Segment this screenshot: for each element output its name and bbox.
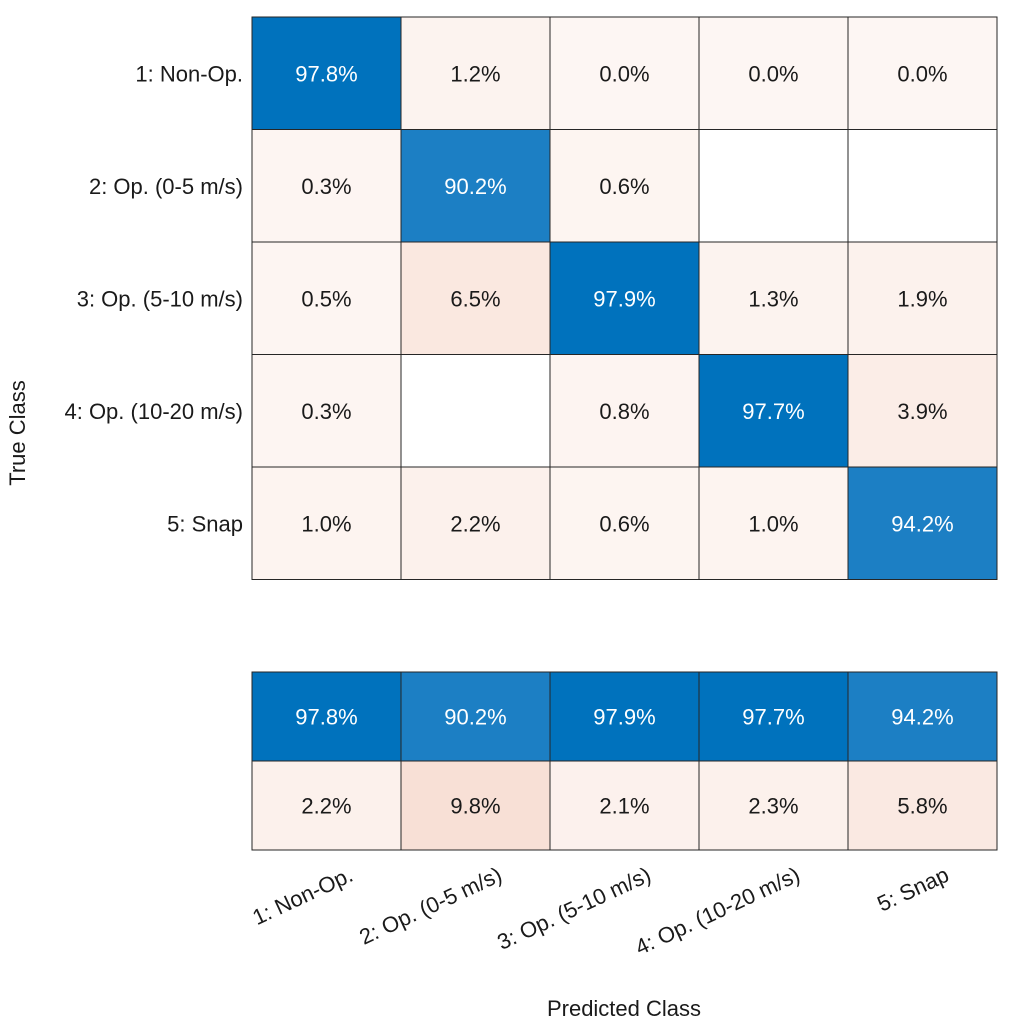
y-tick-label-2: 2: Op. (0-5 m/s) (89, 174, 243, 199)
matrix-cell-r2-c5 (847, 129, 998, 243)
matrix-value-r5-c4: 1.0% (748, 511, 798, 536)
matrix-value-r2-c3: 0.6% (599, 174, 649, 199)
matrix-cell-r1-c4 (698, 16, 849, 130)
x-tick-label-5: 5: Snap (873, 862, 952, 917)
matrix-value-r2-c2: 90.2% (444, 174, 506, 199)
confusion-matrix-grid: 97.8% 1.2% 0.0% 0.0% 0.0% 0.3% 90.2% 0.6% 0.5% 6.… (251, 16, 998, 580)
matrix-value-r5-c3: 0.6% (599, 511, 649, 536)
y-axis-label: True Class (5, 380, 30, 486)
matrix-value-r5-c1: 1.0% (301, 511, 351, 536)
matrix-value-r3-c1: 0.5% (301, 286, 351, 311)
matrix-value-r4-c3: 0.8% (599, 399, 649, 424)
summary-value-r2-c1: 2.2% (301, 794, 351, 819)
summary-cell-r2-c4 (698, 760, 849, 851)
summary-cell-r1-c5 (847, 671, 998, 762)
y-tick-labels: 1: Non-Op. 2: Op. (0-5 m/s) 3: Op. (5-10 m… (64, 61, 243, 536)
summary-value-r1-c2: 90.2% (444, 705, 506, 730)
summary-value-r2-c5: 5.8% (897, 794, 947, 819)
matrix-value-r4-c4: 97.7% (742, 399, 804, 424)
summary-value-r1-c3: 97.9% (593, 705, 655, 730)
matrix-value-r1-c2: 1.2% (450, 61, 500, 86)
summary-cell-r1-c3 (549, 671, 700, 762)
matrix-cell-r2-c1 (251, 129, 402, 243)
matrix-cell-r5-c1 (251, 466, 402, 580)
matrix-cell-r5-c4 (698, 466, 849, 580)
column-summary-grid: 97.8% 90.2% 97.9% 97.7% 94.2% 2.2% 9.8% 2.1% 2.3… (251, 671, 998, 851)
summary-value-r1-c5: 94.2% (891, 705, 953, 730)
matrix-cell-r5-c3 (549, 466, 700, 580)
matrix-cell-r3-c5 (847, 241, 998, 355)
matrix-cell-r1-c1 (251, 16, 402, 130)
summary-value-r1-c4: 97.7% (742, 705, 804, 730)
matrix-value-r3-c5: 1.9% (897, 286, 947, 311)
summary-value-r2-c4: 2.3% (748, 794, 798, 819)
matrix-cell-r4-c4 (698, 354, 849, 468)
matrix-value-r3-c2: 6.5% (450, 286, 500, 311)
summary-value-r2-c2: 9.8% (450, 794, 500, 819)
y-tick-label-4: 4: Op. (10-20 m/s) (64, 399, 243, 424)
matrix-value-r3-c4: 1.3% (748, 286, 798, 311)
matrix-value-r1-c4: 0.0% (748, 61, 798, 86)
x-tick-label-1: 1: Non-Op. (249, 862, 357, 930)
summary-cell-r2-c5 (847, 760, 998, 851)
matrix-cell-r4-c3 (549, 354, 700, 468)
matrix-cell-r3-c4 (698, 241, 849, 355)
matrix-value-r5-c2: 2.2% (450, 511, 500, 536)
matrix-cell-r2-c3 (549, 129, 700, 243)
x-tick-label-4: 4: Op. (10-20 m/s) (631, 862, 803, 960)
summary-cell-r2-c2 (400, 760, 551, 851)
matrix-value-r1-c3: 0.0% (599, 61, 649, 86)
matrix-value-r1-c5: 0.0% (897, 61, 947, 86)
y-tick-label-5: 5: Snap (167, 511, 243, 536)
x-axis-label: Predicted Class (547, 996, 701, 1021)
matrix-cell-r2-c4 (698, 129, 849, 243)
x-tick-label-3: 3: Op. (5-10 m/s) (493, 862, 654, 955)
matrix-cell-r3-c2 (400, 241, 551, 355)
matrix-cell-r4-c1 (251, 354, 402, 468)
matrix-cell-r1-c3 (549, 16, 700, 130)
matrix-cell-r5-c5 (847, 466, 998, 580)
matrix-cell-r5-c2 (400, 466, 551, 580)
summary-value-r1-c1: 97.8% (295, 705, 357, 730)
x-tick-label-2: 2: Op. (0-5 m/s) (355, 862, 505, 950)
summary-value-r2-c3: 2.1% (599, 794, 649, 819)
matrix-value-r1-c1: 97.8% (295, 61, 357, 86)
matrix-value-r4-c5: 3.9% (897, 399, 947, 424)
summary-cell-r1-c1 (251, 671, 402, 762)
x-tick-labels: 1: Non-Op.2: Op. (0-5 m/s)3: Op. (5-10 m… (249, 862, 953, 960)
matrix-cell-r1-c5 (847, 16, 998, 130)
matrix-value-r4-c1: 0.3% (301, 399, 351, 424)
matrix-value-r5-c5: 94.2% (891, 511, 953, 536)
summary-cell-r2-c1 (251, 760, 402, 851)
y-tick-label-3: 3: Op. (5-10 m/s) (77, 286, 243, 311)
matrix-cell-r1-c2 (400, 16, 551, 130)
matrix-cell-r4-c5 (847, 354, 998, 468)
y-tick-label-1: 1: Non-Op. (135, 61, 243, 86)
matrix-value-r2-c1: 0.3% (301, 174, 351, 199)
matrix-cell-r4-c2 (400, 354, 551, 468)
matrix-value-r3-c3: 97.9% (593, 286, 655, 311)
